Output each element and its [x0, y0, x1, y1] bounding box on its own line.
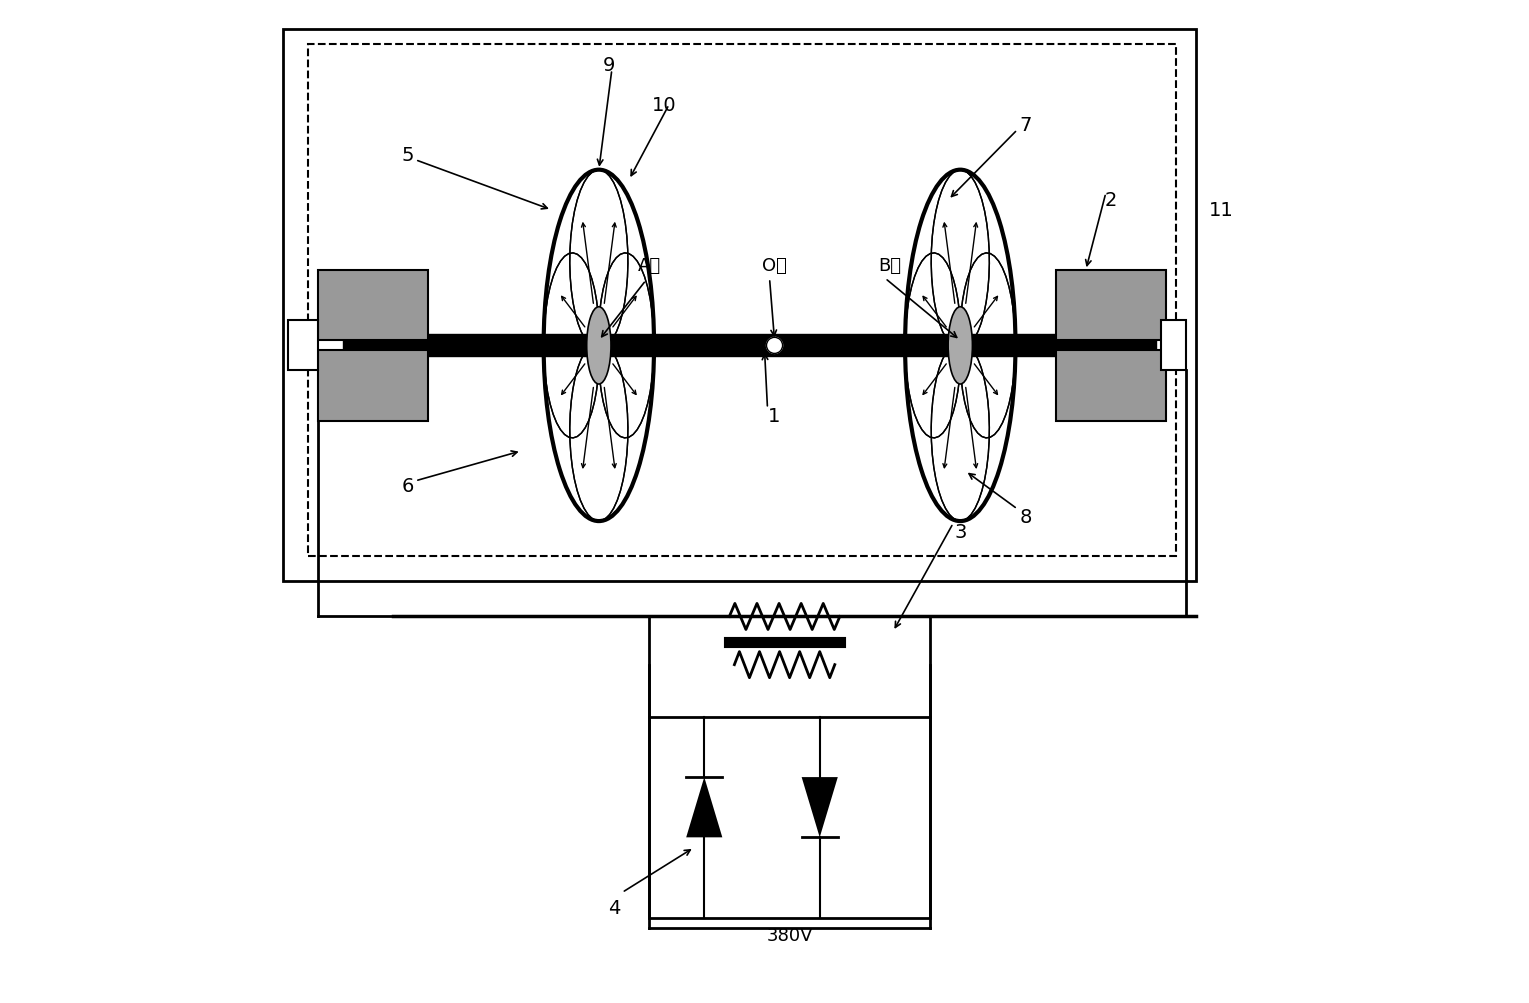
Text: A点: A点 [638, 257, 661, 275]
Bar [287, 321, 318, 371]
Text: 10: 10 [651, 96, 676, 114]
Text: 11: 11 [1209, 202, 1234, 220]
Text: 9: 9 [602, 56, 615, 74]
Text: 3: 3 [954, 523, 966, 541]
Circle shape [590, 338, 607, 354]
Text: 6: 6 [402, 477, 414, 495]
Text: 2: 2 [1104, 192, 1118, 210]
Circle shape [766, 338, 783, 354]
Text: 1: 1 [769, 407, 781, 425]
Circle shape [953, 338, 968, 354]
Text: 380V: 380V [766, 926, 813, 944]
Bar [318, 271, 428, 341]
Ellipse shape [948, 307, 972, 384]
Polygon shape [687, 777, 722, 838]
Bar [1055, 351, 1167, 421]
Text: 7: 7 [1020, 116, 1032, 134]
Bar [318, 351, 428, 421]
Bar [1055, 271, 1167, 341]
Text: O点: O点 [761, 257, 787, 275]
Bar [342, 335, 1156, 357]
Text: B点: B点 [879, 257, 902, 275]
Polygon shape [801, 777, 838, 838]
Text: 4: 4 [607, 899, 621, 917]
Text: 5: 5 [402, 146, 414, 164]
Bar [1161, 321, 1187, 371]
Bar [648, 717, 930, 918]
Text: 8: 8 [1020, 508, 1032, 526]
Ellipse shape [587, 307, 612, 384]
